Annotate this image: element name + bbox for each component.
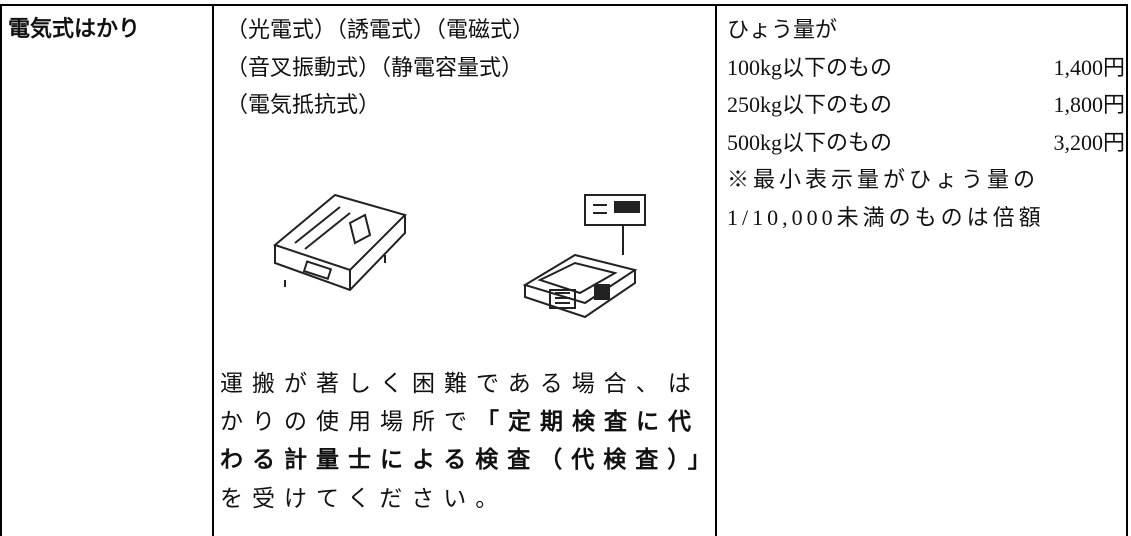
fees-intro: ひょう量が [727,17,838,42]
fee-range: 100kg以下のもの [727,54,893,80]
fee-price: 3,200円 [1053,129,1125,155]
fees: ひょう量が 100kg以下のもの 1,400円 250kg以下のもの 1,800円 50… [727,11,1125,236]
row-header: 電気式はかり [8,17,141,42]
fee-price: 1,400円 [1053,54,1125,80]
fee-row: 500kg以下のもの 3,200円 [727,124,1125,162]
note-bold: 「定期検査に代わる計量士による検査（代検査）」 [220,408,720,474]
border [212,4,214,536]
type-line: （電気抵抗式） [226,92,381,117]
top-border [0,4,1127,6]
type-line: （音叉振動式）（静電容量式） [226,54,524,80]
note: 運搬が著しく困難である場合、はかりの使用場所で「定期検査に代わる計量士による検査… [220,365,715,517]
type-line: （光電式）（誘電式）（電磁式） [226,17,535,42]
fee-price: 1,800円 [1053,92,1125,117]
fee-row: 100kg以下のもの 1,400円 [727,49,1125,87]
note-text: を受けてください。 [220,485,508,511]
fee-range: 250kg以下のもの [727,92,893,117]
fee-row: 250kg以下のもの 1,800円 [727,86,1125,124]
fee-range: 500kg以下のもの [727,129,893,155]
fee-remark: ※最小表示量がひょう量の1/10,000未満のものは倍額 [727,167,1045,230]
types: （光電式）（誘電式）（電磁式） （音叉振動式）（静電容量式） （電気抵抗式） [226,11,534,124]
border [1126,4,1128,536]
border [715,4,717,536]
border [0,4,2,536]
scale-illustrations [272,193,646,319]
note-text: 運搬が著しく困難である場合、はかりの使用場所で [220,371,700,434]
